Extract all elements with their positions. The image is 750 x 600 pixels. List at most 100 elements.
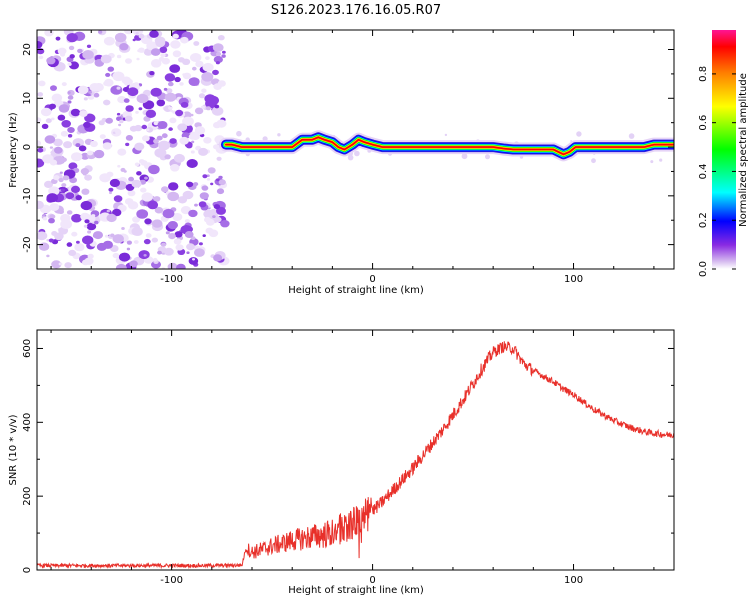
noise-blob <box>211 106 224 116</box>
noise-blob <box>123 98 130 103</box>
noise-blob <box>192 66 197 71</box>
noise-blob <box>164 73 176 82</box>
noise-blob <box>131 179 142 188</box>
noise-blob <box>154 206 164 214</box>
noise-blob <box>162 208 175 219</box>
noise-blob <box>153 121 159 126</box>
noise-blob <box>67 134 73 138</box>
noise-blob <box>170 40 181 49</box>
noise-speckle <box>650 160 654 164</box>
noise-blob <box>195 60 204 68</box>
noise-blob <box>180 36 189 44</box>
noise-blob <box>213 204 221 210</box>
noise-blob <box>51 260 62 269</box>
noise-blob <box>216 178 220 182</box>
noise-blob <box>83 121 91 128</box>
noise-blob <box>174 76 181 83</box>
noise-blob <box>169 64 181 73</box>
noise-blob <box>163 87 168 91</box>
noise-blob <box>157 250 162 255</box>
noise-blob <box>67 127 75 133</box>
noise-blob <box>77 48 83 54</box>
noise-blob <box>136 171 142 176</box>
noise-blob <box>54 146 63 154</box>
noise-blob <box>138 33 145 39</box>
spectrogram-y-label: Frequency (Hz) <box>8 112 19 188</box>
noise-blob <box>91 214 96 218</box>
noise-blob <box>121 227 125 230</box>
noise-blob <box>55 36 61 41</box>
noise-blob <box>53 138 63 147</box>
noise-blob <box>99 134 106 140</box>
noise-blob <box>60 130 68 137</box>
noise-blob <box>188 77 200 86</box>
noise-blob <box>212 43 224 52</box>
noise-blob <box>40 107 52 117</box>
x-tick-label: 0 <box>369 274 375 285</box>
noise-blob <box>214 104 220 109</box>
noise-blob <box>44 180 53 188</box>
noise-blob <box>137 49 141 53</box>
noise-blob <box>108 187 114 192</box>
noise-blob <box>201 72 214 82</box>
noise-blob <box>216 119 227 128</box>
noise-blob <box>158 140 171 151</box>
noise-blob <box>71 213 82 223</box>
noise-blob <box>105 117 113 124</box>
noise-blob <box>205 106 211 111</box>
noise-blob <box>49 159 58 166</box>
noise-blob <box>175 109 184 117</box>
noise-blob <box>76 240 80 244</box>
noise-blob <box>114 32 127 43</box>
noise-blob <box>67 62 72 66</box>
noise-blob <box>136 93 149 104</box>
noise-blob <box>58 177 64 183</box>
noise-blob <box>46 57 56 65</box>
noise-blob <box>79 110 88 117</box>
noise-blob <box>215 216 222 223</box>
noise-blob <box>93 92 100 98</box>
noise-blob <box>37 117 42 123</box>
noise-blob <box>60 188 65 192</box>
noise-blob <box>164 247 174 256</box>
noise-blob <box>84 113 96 123</box>
noise-blob <box>187 73 191 77</box>
noise-blob <box>141 192 153 202</box>
noise-speckle <box>354 150 360 157</box>
snr-x-label: Height of straight line (km) <box>288 585 424 596</box>
noise-blob <box>67 100 72 104</box>
noise-blob <box>198 147 209 156</box>
noise-blob <box>75 195 82 201</box>
noise-blob <box>136 209 149 219</box>
noise-blob <box>159 46 168 53</box>
noise-blob <box>216 51 222 57</box>
noise-blob <box>46 208 51 212</box>
noise-blob <box>67 95 74 100</box>
noise-blob <box>143 254 147 257</box>
noise-blob <box>120 167 126 172</box>
noise-blob <box>194 203 198 207</box>
noise-blob <box>184 231 194 238</box>
noise-blob <box>59 171 63 174</box>
noise-blob <box>203 209 214 219</box>
noise-blob <box>206 178 211 181</box>
noise-blob <box>38 55 44 60</box>
noise-blob <box>186 243 195 251</box>
noise-blob <box>86 222 97 231</box>
noise-blob <box>74 243 85 252</box>
noise-blob <box>198 201 207 208</box>
noise-blob <box>86 44 92 48</box>
y-tick-label: 0 <box>22 567 33 573</box>
noise-blob <box>206 174 210 177</box>
y-tick-label: 0 <box>22 144 33 150</box>
noise-blob <box>88 90 92 94</box>
noise-blob <box>67 91 71 94</box>
noise-blob <box>185 143 193 149</box>
noise-blob <box>135 110 139 114</box>
noise-blob <box>182 190 194 200</box>
noise-speckle <box>262 136 268 142</box>
noise-blob <box>103 99 111 106</box>
noise-blob <box>205 227 214 234</box>
noise-blob <box>138 107 143 111</box>
noise-blob <box>116 54 122 59</box>
